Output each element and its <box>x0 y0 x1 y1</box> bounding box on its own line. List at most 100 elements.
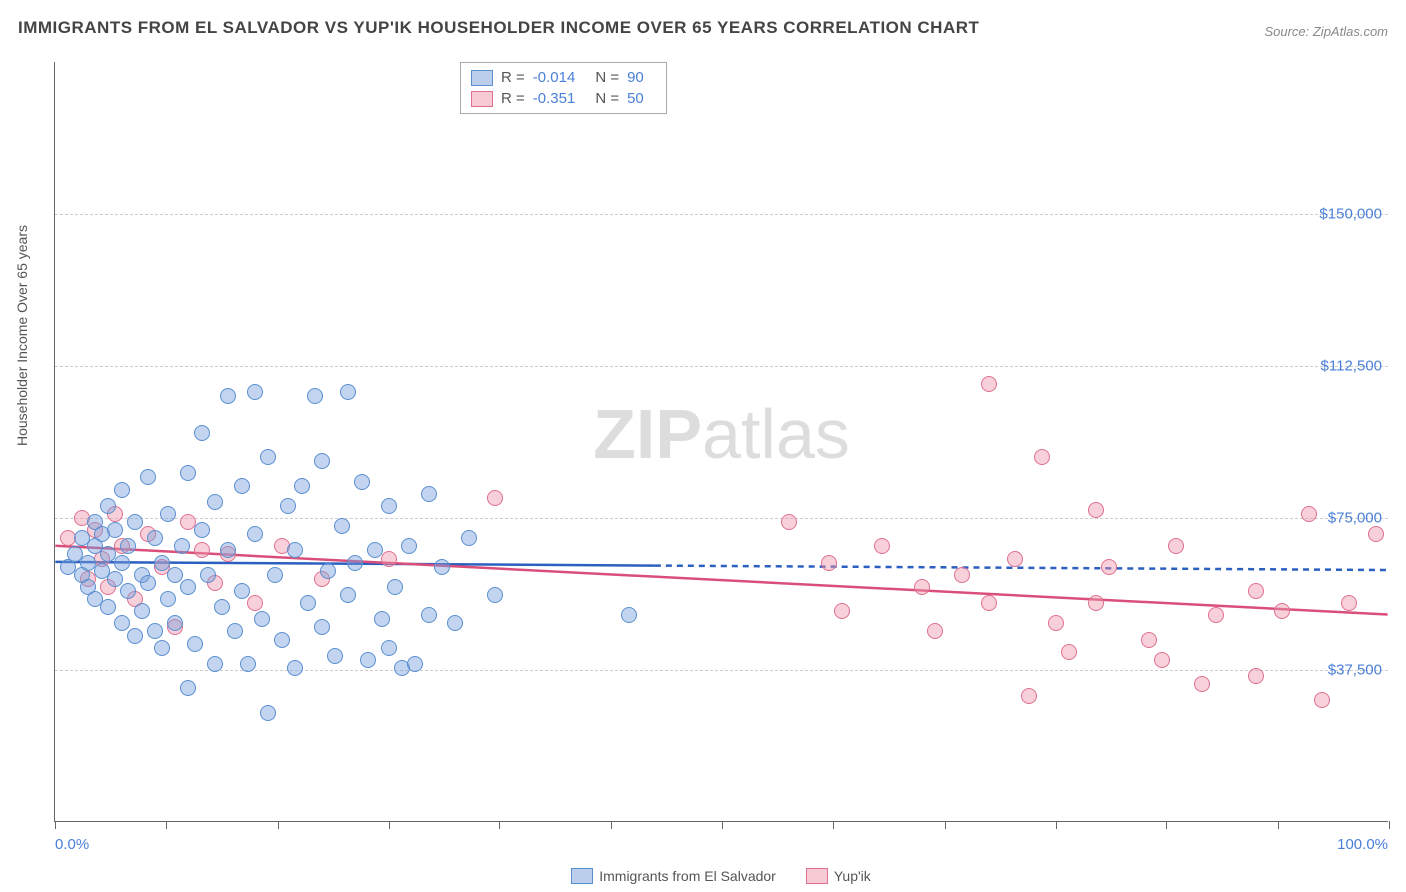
scatter-point-series1 <box>174 538 190 554</box>
scatter-point-series1 <box>167 615 183 631</box>
scatter-point-series1 <box>260 705 276 721</box>
scatter-point-series1 <box>254 611 270 627</box>
scatter-point-series1 <box>207 656 223 672</box>
bottom-legend: Immigrants from El Salvador Yup'ik <box>54 868 1388 884</box>
scatter-point-series1 <box>140 469 156 485</box>
scatter-point-series2 <box>1341 595 1357 611</box>
legend-item-series2: Yup'ik <box>806 868 871 884</box>
scatter-point-series1 <box>167 567 183 583</box>
scatter-point-series1 <box>381 640 397 656</box>
scatter-point-series1 <box>247 526 263 542</box>
plot-area: ZIPatlas $37,500$75,000$112,500$150,0000… <box>54 62 1388 822</box>
scatter-point-series2 <box>954 567 970 583</box>
scatter-points-layer <box>55 62 1388 821</box>
scatter-point-series2 <box>1274 603 1290 619</box>
scatter-point-series1 <box>220 542 236 558</box>
scatter-point-series2 <box>1248 668 1264 684</box>
legend-item-series1: Immigrants from El Salvador <box>571 868 776 884</box>
scatter-point-series2 <box>1034 449 1050 465</box>
scatter-point-series1 <box>247 384 263 400</box>
stat-n-value: 50 <box>627 90 644 107</box>
scatter-point-series2 <box>1101 559 1117 575</box>
scatter-point-series1 <box>347 555 363 571</box>
legend-label: Immigrants from El Salvador <box>599 868 776 884</box>
x-tick <box>1278 821 1279 829</box>
scatter-point-series1 <box>401 538 417 554</box>
scatter-point-series1 <box>274 632 290 648</box>
scatter-point-series1 <box>287 660 303 676</box>
scatter-point-series1 <box>147 623 163 639</box>
scatter-point-series1 <box>207 494 223 510</box>
scatter-point-series2 <box>1314 692 1330 708</box>
stats-legend-box: R = -0.014 N = 90 R = -0.351 N = 50 <box>460 62 667 114</box>
chart-title: IMMIGRANTS FROM EL SALVADOR VS YUP'IK HO… <box>18 18 979 38</box>
swatch-icon <box>571 868 593 884</box>
scatter-point-series1 <box>287 542 303 558</box>
scatter-point-series2 <box>981 376 997 392</box>
scatter-point-series2 <box>1248 583 1264 599</box>
x-tick <box>166 821 167 829</box>
scatter-point-series1 <box>334 518 350 534</box>
scatter-point-series1 <box>194 425 210 441</box>
scatter-point-series2 <box>1168 538 1184 554</box>
scatter-point-series1 <box>154 640 170 656</box>
scatter-point-series1 <box>100 498 116 514</box>
scatter-point-series2 <box>781 514 797 530</box>
scatter-point-series1 <box>100 599 116 615</box>
scatter-point-series1 <box>487 587 503 603</box>
scatter-point-series1 <box>147 530 163 546</box>
x-tick <box>1166 821 1167 829</box>
stat-n-label: N = <box>595 90 619 107</box>
scatter-point-series1 <box>314 619 330 635</box>
scatter-point-series1 <box>327 648 343 664</box>
scatter-point-series1 <box>114 555 130 571</box>
scatter-point-series1 <box>227 623 243 639</box>
scatter-point-series1 <box>180 579 196 595</box>
scatter-point-series2 <box>1048 615 1064 631</box>
scatter-point-series1 <box>314 453 330 469</box>
scatter-point-series1 <box>240 656 256 672</box>
stat-r-label: R = <box>501 90 525 107</box>
scatter-point-series1 <box>280 498 296 514</box>
scatter-point-series2 <box>1194 676 1210 692</box>
scatter-point-series2 <box>1061 644 1077 660</box>
scatter-point-series1 <box>114 482 130 498</box>
scatter-point-series1 <box>407 656 423 672</box>
stats-row-series2: R = -0.351 N = 50 <box>471 88 656 109</box>
x-min-label: 0.0% <box>55 836 89 853</box>
x-tick <box>499 821 500 829</box>
scatter-point-series2 <box>927 623 943 639</box>
x-max-label: 100.0% <box>1337 836 1388 853</box>
stat-n-value: 90 <box>627 69 644 86</box>
scatter-point-series1 <box>267 567 283 583</box>
swatch-icon <box>471 70 493 86</box>
x-tick <box>389 821 390 829</box>
swatch-icon <box>806 868 828 884</box>
scatter-point-series1 <box>120 538 136 554</box>
scatter-point-series2 <box>874 538 890 554</box>
scatter-point-series1 <box>107 571 123 587</box>
scatter-point-series2 <box>1208 607 1224 623</box>
scatter-point-series1 <box>234 478 250 494</box>
scatter-point-series1 <box>307 388 323 404</box>
x-tick <box>945 821 946 829</box>
scatter-point-series1 <box>421 607 437 623</box>
scatter-point-series1 <box>194 522 210 538</box>
scatter-point-series1 <box>154 555 170 571</box>
scatter-point-series1 <box>187 636 203 652</box>
scatter-point-series1 <box>114 615 130 631</box>
scatter-point-series1 <box>200 567 216 583</box>
scatter-point-series2 <box>981 595 997 611</box>
scatter-point-series1 <box>220 388 236 404</box>
scatter-point-series1 <box>367 542 383 558</box>
scatter-point-series1 <box>461 530 477 546</box>
x-tick <box>722 821 723 829</box>
scatter-point-series1 <box>340 587 356 603</box>
x-tick <box>833 821 834 829</box>
scatter-point-series2 <box>914 579 930 595</box>
scatter-point-series1 <box>320 563 336 579</box>
scatter-point-series2 <box>194 542 210 558</box>
scatter-point-series1 <box>434 559 450 575</box>
x-tick <box>278 821 279 829</box>
scatter-point-series1 <box>160 591 176 607</box>
